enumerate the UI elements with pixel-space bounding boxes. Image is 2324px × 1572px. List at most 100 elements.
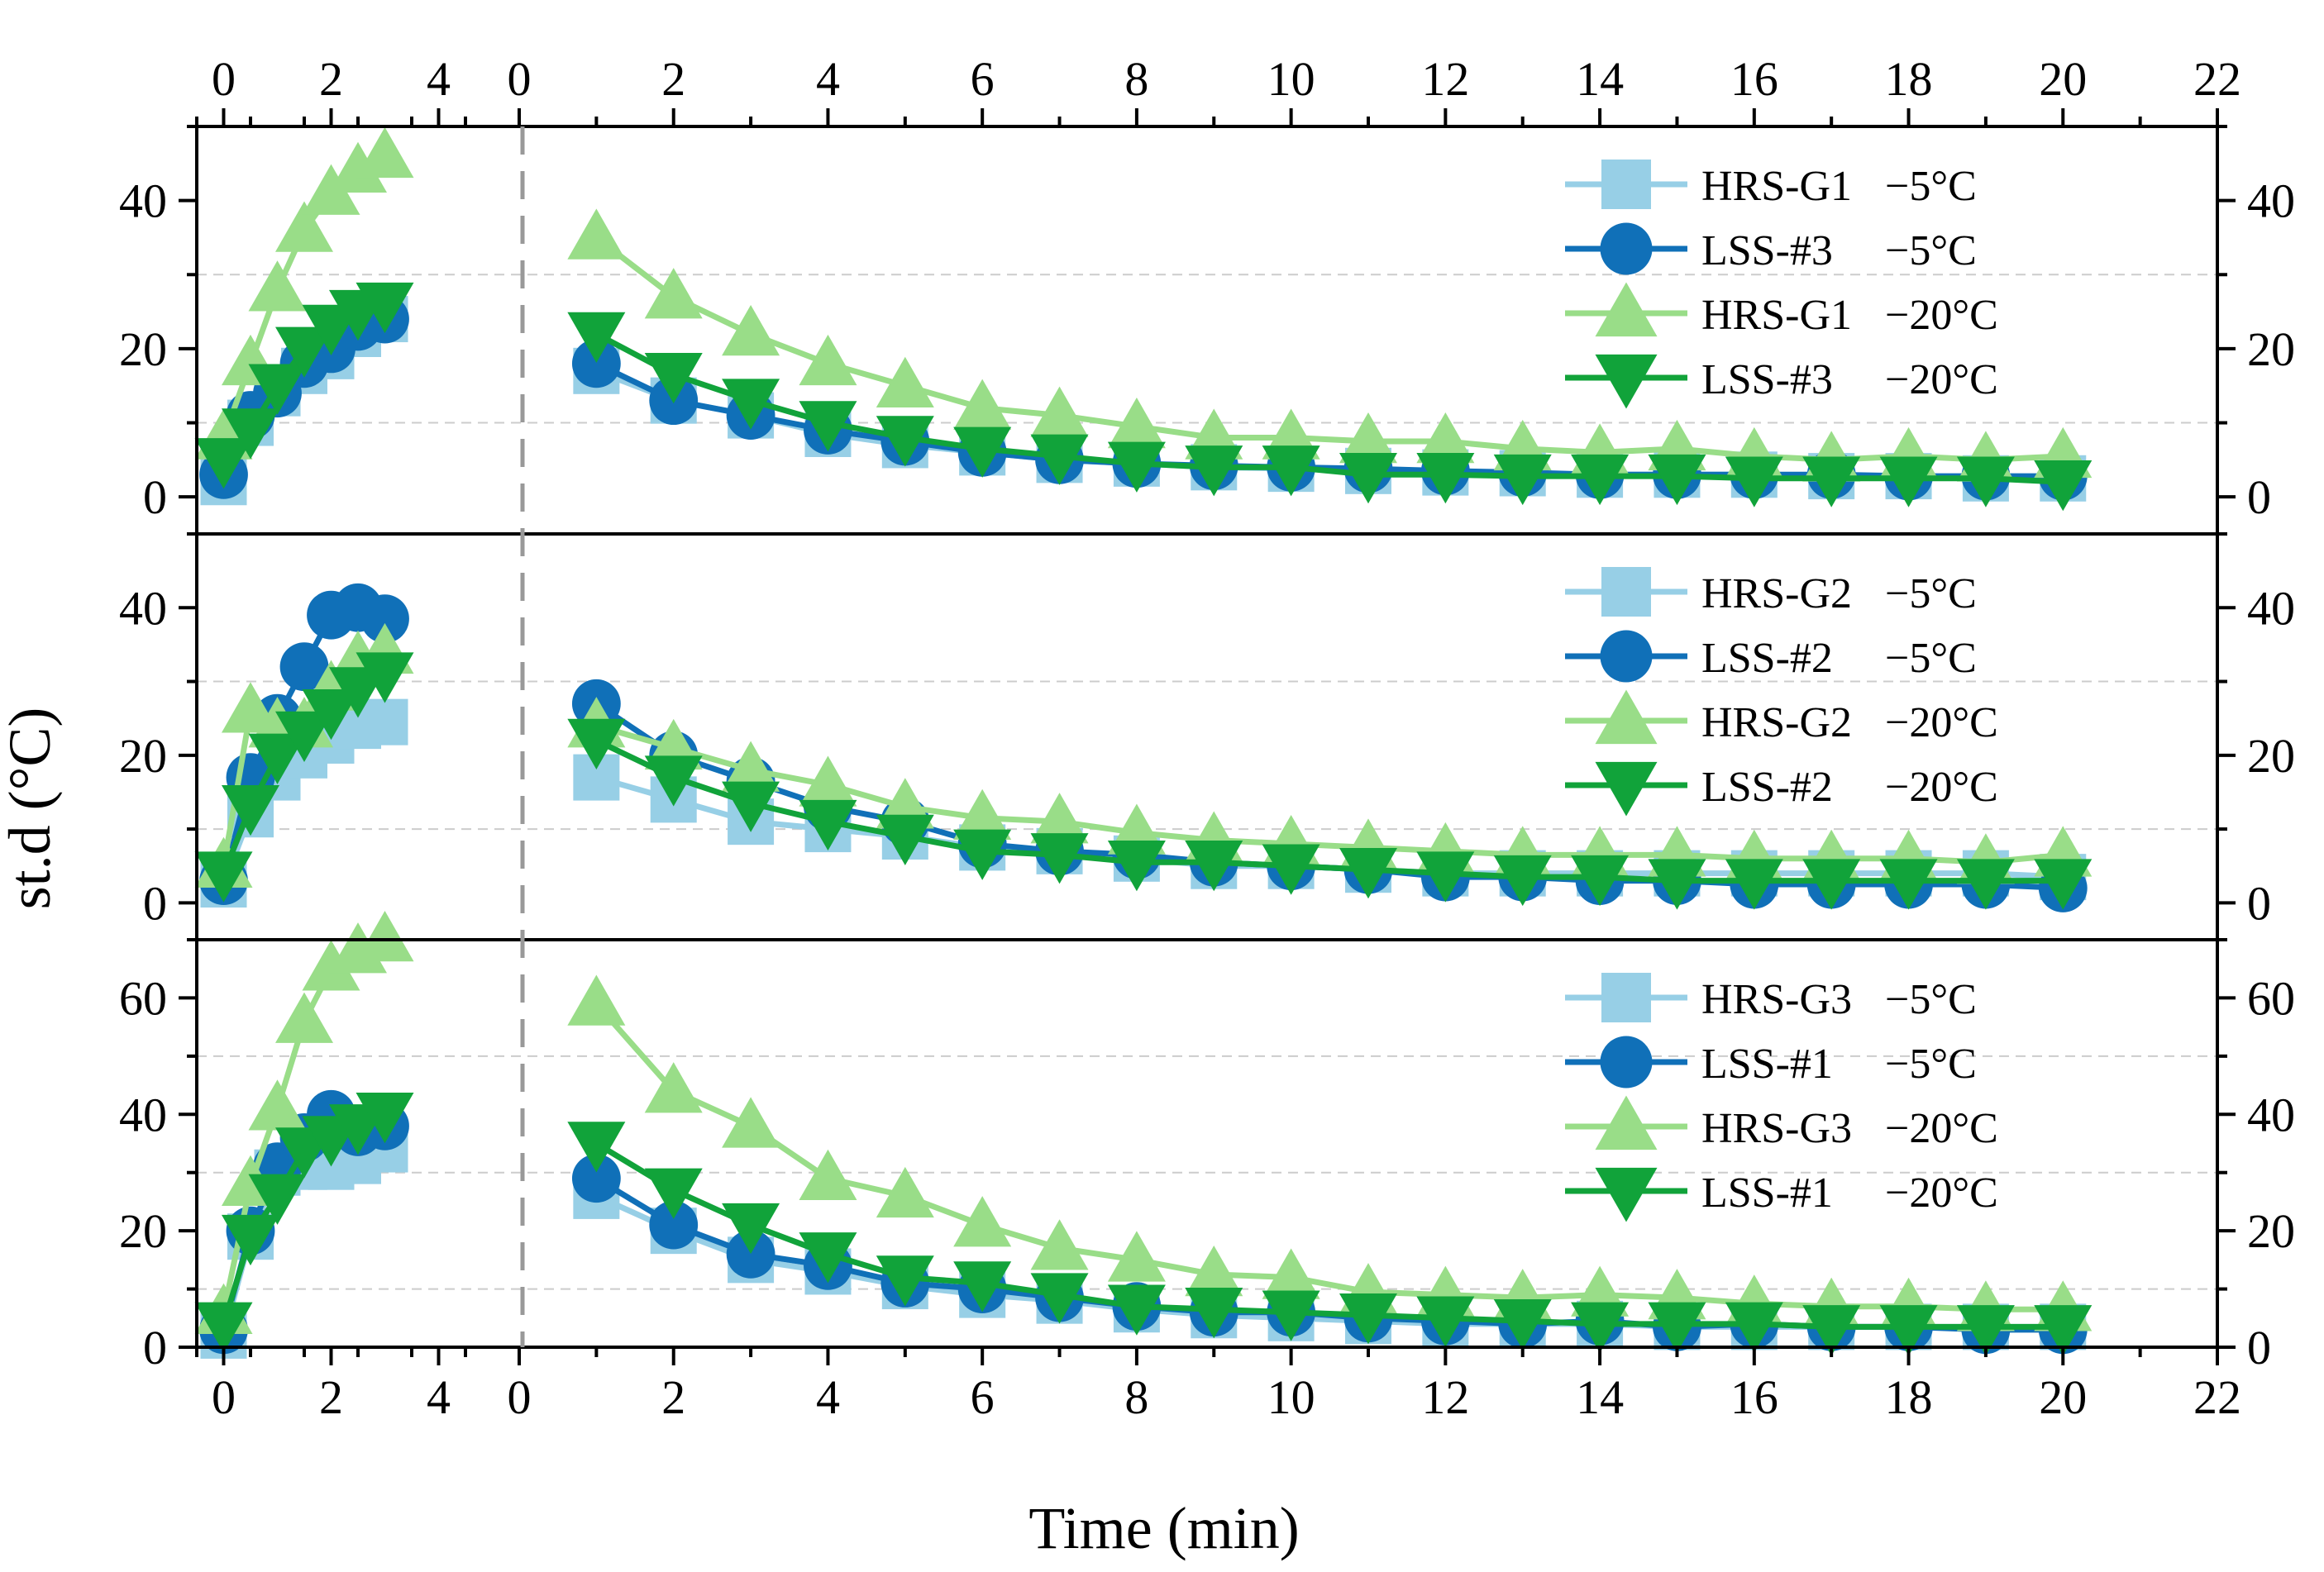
- marker-triangle-down: [722, 781, 780, 832]
- legend-panel-2: HRS-G2 −5°C LSS-#2 −5°C HRS-G2 −20°C LSS-#2 −20…: [1565, 567, 1998, 817]
- legend-item-LSS-#2-20: LSS-#2 −20°C: [1565, 761, 1998, 817]
- legend-temp: −20°C: [1885, 764, 1998, 811]
- legend-item-HRS-G3: HRS-G3 −5°C: [1565, 973, 1977, 1023]
- marker-triangle-down: [1571, 454, 1630, 506]
- marker-triangle-down: [1262, 844, 1320, 895]
- marker-triangle-down: [302, 689, 360, 741]
- legend-label: LSS-#2: [1701, 635, 1833, 682]
- axis-ticks: 0022440022446688101012121414161618182020…: [119, 52, 2295, 1424]
- marker-triangle-down: [799, 799, 857, 851]
- marker-triangle-up: [953, 379, 1012, 430]
- y-tick-label-left: 20: [119, 1204, 167, 1258]
- marker-triangle-down: [356, 1093, 414, 1144]
- legend-item-HRS-G1: HRS-G1 −5°C: [1565, 160, 1977, 210]
- marker-triangle-down: [953, 426, 1012, 478]
- y-tick-label-left: 60: [119, 971, 167, 1025]
- legend-item-LSS-#3: LSS-#3 −5°C: [1565, 222, 1977, 275]
- marker-triangle-down: [1185, 1287, 1243, 1339]
- legend-label: LSS-#1: [1701, 1169, 1833, 1217]
- marker-square: [1601, 160, 1651, 209]
- x-tick-label-top: 6: [971, 52, 995, 106]
- marker-triangle-down: [1571, 855, 1630, 907]
- x-tick-label-top: 14: [1576, 52, 1624, 106]
- marker-triangle-up: [1030, 1219, 1089, 1270]
- marker-triangle-down: [1956, 456, 2015, 507]
- marker-circle: [1600, 222, 1653, 275]
- marker-triangle-down: [1725, 456, 1783, 507]
- x-tick-label-bottom: 2: [661, 1370, 685, 1424]
- marker-triangle-up: [1595, 689, 1658, 745]
- legend-item-HRS-G2: HRS-G2 −5°C: [1565, 567, 1977, 617]
- legend-label: LSS-#2: [1701, 764, 1833, 811]
- marker-triangle-down: [2034, 859, 2093, 910]
- legend-label: HRS-G3: [1701, 1105, 1852, 1152]
- x-tick-label-bottom: 16: [1730, 1370, 1778, 1424]
- marker-triangle-down: [1030, 434, 1089, 485]
- y-tick-label-right: 20: [2247, 729, 2295, 783]
- legend-item-HRS-G1-20: HRS-G1 −20°C: [1565, 282, 1998, 339]
- x-tick-label-bottom: 8: [1124, 1370, 1148, 1424]
- marker-triangle-down: [1416, 1296, 1475, 1347]
- y-tick-label-right: 0: [2247, 1321, 2271, 1374]
- marker-triangle-down: [356, 652, 414, 703]
- x-tick-label-top: 20: [2039, 52, 2087, 106]
- marker-triangle-down: [1416, 453, 1475, 504]
- marker-triangle-down: [2034, 1305, 2093, 1356]
- marker-triangle-down: [222, 785, 279, 836]
- marker-circle: [649, 1200, 699, 1250]
- marker-triangle-down: [194, 851, 253, 903]
- y-tick-label-right: 20: [2247, 1204, 2295, 1258]
- legend-item-HRS-G2-20: HRS-G2 −20°C: [1565, 689, 1998, 746]
- marker-triangle-up: [567, 208, 626, 260]
- marker-triangle-down: [1185, 445, 1243, 497]
- marker-triangle-down: [1802, 456, 1861, 507]
- x-tick-label-top: 18: [1885, 52, 1933, 106]
- marker-triangle-down: [1956, 1305, 2015, 1356]
- x-tick-label-top: 0: [212, 52, 236, 106]
- marker-triangle-down: [799, 1232, 857, 1284]
- marker-circle: [571, 339, 621, 388]
- x-tick-label-top: 2: [319, 52, 343, 106]
- y-tick-label-left: 20: [119, 322, 167, 376]
- marker-triangle-up: [356, 911, 414, 962]
- x-tick-label-bottom: 12: [1421, 1370, 1469, 1424]
- series-LSS-#1-20: [194, 1093, 2093, 1356]
- legend-temp: −5°C: [1885, 976, 1977, 1023]
- marker-triangle-down: [953, 1261, 1012, 1312]
- marker-triangle-up: [275, 992, 333, 1043]
- legend-temp: −5°C: [1885, 1041, 1977, 1088]
- x-tick-label-top: 4: [427, 52, 451, 106]
- legend-label: LSS-#3: [1701, 227, 1833, 274]
- legend-temp: −20°C: [1885, 1105, 1998, 1152]
- x-tick-label-bottom: 6: [971, 1370, 995, 1424]
- legend-temp: −20°C: [1885, 356, 1998, 403]
- marker-triangle-up: [1030, 793, 1089, 844]
- x-tick-label-top: 16: [1730, 52, 1778, 106]
- legend-item-HRS-G3-20: HRS-G3 −20°C: [1565, 1095, 1998, 1152]
- y-tick-label-left: 0: [143, 1321, 167, 1374]
- legend-label: HRS-G1: [1701, 163, 1852, 210]
- marker-triangle-up: [1262, 1248, 1320, 1299]
- y-tick-label-right: 0: [2247, 470, 2271, 524]
- x-tick-label-top: 22: [2193, 52, 2241, 106]
- legends: HRS-G1 −5°C LSS-#3 −5°C HRS-G1 −20°C LSS-#3 −20…: [1565, 160, 1998, 1222]
- legend-item-LSS-#3-20: LSS-#3 −20°C: [1565, 354, 1998, 409]
- legend-item-LSS-#1-20: LSS-#1 −20°C: [1565, 1167, 1998, 1222]
- data-series: [194, 126, 2093, 1359]
- marker-triangle-down: [1416, 851, 1475, 903]
- marker-triangle-down: [1107, 841, 1166, 892]
- x-tick-label-top: 8: [1124, 52, 1148, 106]
- legend-label: HRS-G2: [1701, 570, 1852, 617]
- marker-triangle-up: [799, 334, 857, 386]
- plot-frame: [195, 125, 2219, 1349]
- marker-triangle-up: [1339, 412, 1397, 464]
- marker-triangle-down: [248, 733, 307, 784]
- legend-label: HRS-G2: [1701, 699, 1852, 746]
- x-tick-label-top: 12: [1421, 52, 1469, 106]
- marker-triangle-down: [644, 1168, 703, 1219]
- marker-triangle-down: [356, 282, 414, 334]
- marker-triangle-down: [222, 1214, 279, 1266]
- marker-triangle-down: [1648, 454, 1706, 506]
- marker-triangle-down: [1571, 1302, 1630, 1353]
- marker-triangle-down: [1262, 1290, 1320, 1341]
